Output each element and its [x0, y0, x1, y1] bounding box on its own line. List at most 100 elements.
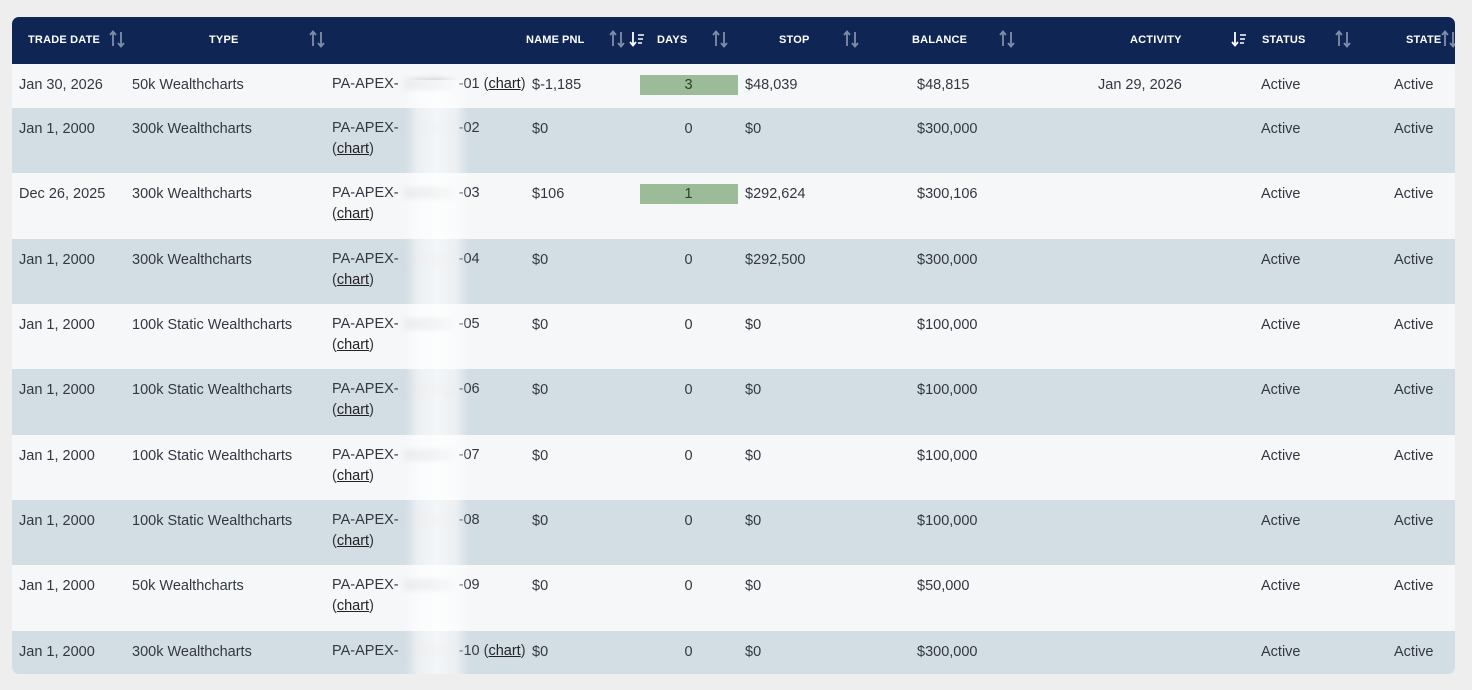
sort-descending-icon[interactable]: [1230, 30, 1248, 48]
paren-open: (: [332, 598, 337, 614]
column-header-name[interactable]: NAME: [332, 17, 644, 64]
pnl-cell: $0: [532, 382, 549, 398]
paren-open: (: [332, 272, 337, 288]
redacted-account-id: [399, 318, 458, 331]
paren-close: ): [369, 402, 374, 418]
table-row: Jan 1, 2000 300k Wealthcharts PA-APEX- -10 …: [12, 631, 1455, 674]
column-header-label: BALANCE: [912, 34, 968, 46]
column-header-stop[interactable]: STOP: [745, 17, 892, 64]
paren-close: ): [369, 206, 374, 222]
account-name-prefix: PA-APEX-: [332, 316, 399, 332]
chart-link[interactable]: chart: [488, 643, 521, 659]
column-header-balance[interactable]: BALANCE: [892, 17, 1064, 64]
chart-link[interactable]: chart: [336, 598, 370, 614]
pnl-cell: $0: [532, 252, 549, 268]
chart-link[interactable]: chart: [336, 468, 370, 484]
account-name-prefix: PA-APEX-: [332, 512, 399, 528]
paren-close: ): [369, 468, 374, 484]
name-cell: PA-APEX- -02 (chart): [332, 108, 532, 173]
account-name-suffix: -03: [458, 185, 480, 201]
paren-open: (: [332, 141, 337, 157]
chart-link[interactable]: chart: [336, 533, 370, 549]
days-count: 0: [684, 513, 693, 529]
account-name: PA-APEX- -03: [332, 183, 532, 204]
sort-up-down-icon[interactable]: [308, 30, 326, 48]
account-name: PA-APEX- -10 (chart): [332, 641, 532, 662]
state-cell: Active: [1394, 77, 1434, 93]
sort-up-down-icon[interactable]: [711, 30, 729, 48]
column-header-label: ACTIVITY: [1130, 34, 1182, 46]
status-cell: Active: [1261, 317, 1301, 333]
days-cell: 0: [632, 435, 745, 500]
chart-link-line: (chart): [332, 204, 532, 225]
days-cell: 0: [632, 565, 745, 631]
status-cell: Active: [1261, 513, 1301, 529]
activity-cell: [1064, 304, 1231, 369]
trade-date-cell: Jan 1, 2000: [19, 578, 95, 594]
account-name: PA-APEX- -06: [332, 379, 532, 400]
stop-cell: $0: [745, 448, 762, 464]
column-header-label: STATUS: [1262, 34, 1306, 46]
chart-link-line: (chart): [332, 466, 532, 487]
chart-link[interactable]: chart: [336, 206, 370, 222]
state-cell: Active: [1394, 578, 1434, 594]
paren-close: ): [369, 533, 374, 549]
stop-cell: $0: [745, 644, 762, 660]
sort-up-down-icon[interactable]: [842, 30, 860, 48]
chart-link[interactable]: chart: [336, 141, 370, 157]
table-header: TRADE DATE TYPE NAME PNL DAYS STOP BALANCE ACTI…: [12, 17, 1455, 64]
trade-date-cell: Jan 1, 2000: [19, 513, 95, 529]
chart-link-wrapper: (chart): [484, 76, 526, 92]
column-header-label: NAME: [526, 34, 560, 46]
sort-up-down-icon[interactable]: [1334, 30, 1352, 48]
sort-up-down-icon[interactable]: [108, 30, 126, 48]
account-name-suffix: -01: [458, 76, 480, 92]
sort-up-down-icon[interactable]: [1440, 30, 1455, 48]
table-row: Jan 1, 2000 300k Wealthcharts PA-APEX- -02 (…: [12, 108, 1455, 173]
stop-cell: $0: [745, 382, 762, 398]
column-header-state[interactable]: STATE: [1361, 17, 1455, 64]
state-cell: Active: [1394, 252, 1434, 268]
column-header-pnl[interactable]: PNL: [532, 17, 632, 64]
column-header-trade-date[interactable]: TRADE DATE: [12, 17, 132, 64]
account-name-suffix: -02: [458, 120, 480, 136]
stop-cell: $292,500: [745, 252, 806, 268]
chart-link[interactable]: chart: [336, 337, 370, 353]
paren-close: ): [369, 141, 374, 157]
chart-link-wrapper: (chart): [332, 206, 374, 222]
chart-link[interactable]: chart: [336, 402, 370, 418]
account-name: PA-APEX- -09: [332, 575, 532, 596]
redacted-account-id: [399, 122, 458, 135]
name-cell: PA-APEX- -09 (chart): [332, 565, 532, 631]
column-header-activity[interactable]: ACTIVITY: [1064, 17, 1246, 64]
trade-date-cell: Jan 1, 2000: [19, 252, 95, 268]
balance-cell: $300,000: [917, 644, 978, 660]
trade-date-cell: Jan 30, 2026: [19, 77, 103, 93]
paren-open: (: [332, 337, 337, 353]
chart-link[interactable]: chart: [336, 272, 370, 288]
account-name-prefix: PA-APEX-: [332, 185, 399, 201]
sort-descending-icon[interactable]: [628, 30, 646, 48]
column-header-days[interactable]: DAYS: [632, 17, 745, 64]
redacted-account-id: [399, 78, 458, 91]
table-row: Dec 26, 2025 300k Wealthcharts PA-APEX- -03…: [12, 173, 1455, 239]
sort-up-down-icon[interactable]: [608, 30, 626, 48]
chart-link-wrapper: (chart): [332, 468, 374, 484]
pnl-cell: $0: [532, 513, 549, 529]
column-header-status[interactable]: STATUS: [1231, 17, 1361, 64]
type-cell: 100k Static Wealthcharts: [132, 513, 293, 529]
sort-up-down-icon[interactable]: [998, 30, 1016, 48]
column-header-type[interactable]: TYPE: [132, 17, 332, 64]
column-header-label: STOP: [779, 34, 810, 46]
trade-date-cell: Jan 1, 2000: [19, 317, 95, 333]
days-count: 0: [684, 448, 693, 464]
account-name-prefix: PA-APEX-: [332, 381, 399, 397]
pnl-cell: $0: [532, 644, 549, 660]
balance-cell: $100,000: [917, 448, 978, 464]
paren-close: ): [369, 598, 374, 614]
redacted-account-id: [399, 187, 458, 200]
redacted-account-id: [399, 514, 458, 527]
paren-close: ): [369, 272, 374, 288]
chart-link[interactable]: chart: [488, 76, 521, 92]
paren-open: (: [332, 533, 337, 549]
